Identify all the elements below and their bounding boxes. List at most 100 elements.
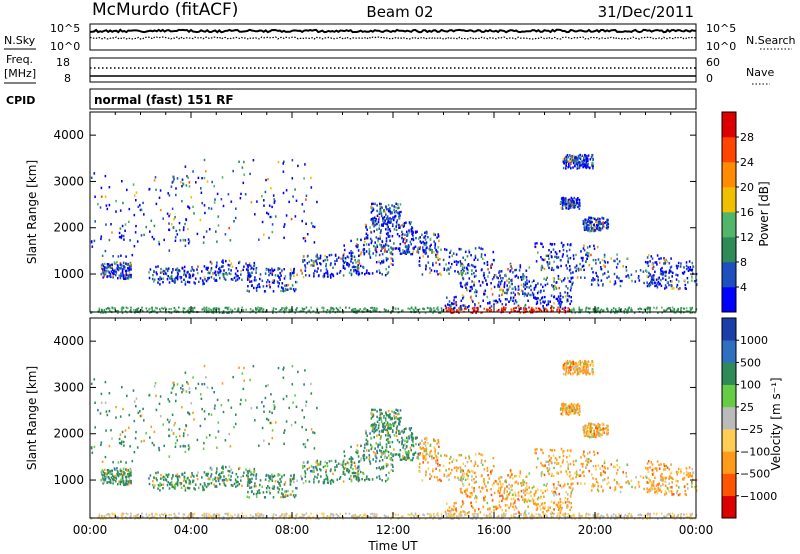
range-cell (316, 253, 318, 256)
range-cell (677, 265, 680, 268)
near-range-cell (557, 306, 559, 309)
range-cell (167, 192, 169, 195)
range-cell (412, 247, 414, 250)
range-cell (410, 238, 413, 241)
range-cell (255, 267, 258, 270)
range-cell (125, 271, 127, 274)
range-cell (411, 232, 413, 236)
range-cell (567, 276, 569, 280)
range-cell (309, 470, 312, 473)
range-cell (369, 226, 371, 229)
range-cell (401, 443, 403, 446)
range-cell (498, 285, 500, 288)
range-cell (380, 417, 382, 420)
range-cell (579, 157, 582, 161)
range-cell (499, 274, 501, 277)
range-cell (600, 268, 603, 271)
range-cell (483, 290, 485, 294)
range-cell (203, 382, 206, 386)
near-range-cell (261, 309, 264, 312)
range-cell (184, 165, 187, 168)
range-cell (378, 211, 381, 214)
range-cell (389, 435, 392, 439)
range-cell (473, 284, 475, 287)
near-range-cell (627, 309, 629, 312)
range-cell (312, 264, 314, 267)
range-cell (573, 463, 575, 466)
range-cell (571, 159, 573, 163)
range-cell (184, 486, 187, 490)
range-cell (201, 270, 203, 273)
range-cell (159, 278, 161, 282)
range-cell (206, 268, 209, 271)
range-cell (585, 459, 587, 462)
range-cell (463, 266, 466, 269)
range-cell (256, 200, 258, 203)
near-range-cell (387, 309, 389, 312)
range-cell (415, 442, 417, 446)
range-cell (319, 460, 322, 463)
range-cell (289, 493, 292, 496)
range-cell (282, 170, 285, 173)
range-cell (356, 245, 358, 249)
range-cell (683, 270, 686, 274)
range-cell (393, 228, 396, 231)
range-cell (542, 258, 545, 262)
near-range-cell (665, 309, 668, 312)
range-cell (477, 464, 479, 468)
range-cell (230, 262, 233, 265)
range-cell (491, 277, 494, 281)
range-cell (467, 268, 469, 272)
range-cell (448, 268, 450, 271)
range-cell (561, 201, 564, 204)
range-cell (560, 507, 563, 510)
range-cell (304, 445, 307, 449)
range-cell (586, 251, 588, 255)
range-cell (410, 253, 412, 256)
range-cell (127, 274, 130, 277)
range-cell (398, 441, 401, 444)
range-cell (540, 289, 542, 293)
range-cell (201, 279, 204, 282)
range-cell (194, 483, 197, 486)
range-cell (561, 207, 564, 210)
range-cell (432, 470, 434, 473)
range-cell (271, 205, 273, 209)
range-cell (406, 230, 408, 233)
range-cell (387, 437, 389, 441)
range-cell (120, 235, 123, 239)
range-cell (399, 214, 401, 217)
range-cell (553, 466, 555, 470)
range-cell (572, 206, 574, 209)
near-range-cell (326, 309, 329, 311)
near-range-cell (677, 307, 679, 310)
range-cell (350, 254, 352, 257)
near-range-cell (410, 306, 413, 309)
range-cell (647, 283, 650, 286)
range-cell (522, 479, 524, 482)
range-cell (514, 481, 517, 484)
range-cell (167, 267, 170, 270)
range-cell (357, 451, 359, 455)
range-cell (500, 277, 502, 280)
range-cell (100, 186, 103, 190)
range-cell (271, 281, 274, 284)
range-cell (508, 277, 510, 280)
range-cell (559, 511, 562, 515)
range-cell (384, 454, 386, 457)
range-cell (265, 490, 268, 494)
near-range-cell (329, 311, 331, 314)
range-cell (222, 259, 224, 262)
range-cell (645, 475, 647, 478)
range-cell (105, 204, 108, 207)
range-cell (197, 471, 199, 474)
range-cell (436, 236, 438, 239)
range-cell (155, 188, 157, 191)
range-cell (549, 253, 551, 256)
range-cell (203, 410, 206, 413)
range-cell (419, 442, 421, 445)
near-range-cell (501, 307, 503, 310)
near-range-cell (383, 308, 386, 311)
range-cell (178, 269, 180, 272)
range-cell (543, 301, 546, 304)
